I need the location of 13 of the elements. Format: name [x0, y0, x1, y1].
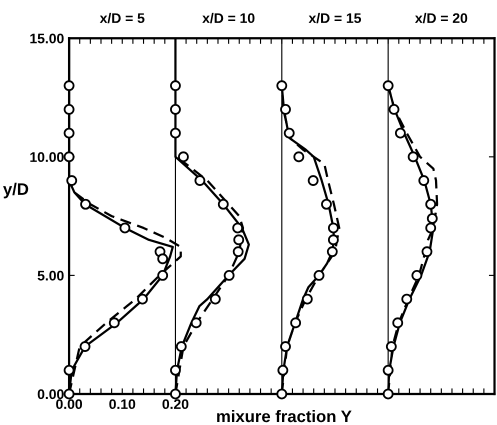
text: x/D = 5	[100, 12, 144, 24]
y-tick-label: 0.00	[38, 389, 64, 400]
y-axis-title: y/D	[3, 182, 28, 198]
x-tick-label: 0.10	[109, 399, 136, 410]
y-tick-label: 5.00	[38, 270, 64, 281]
text: x/D = 15	[308, 12, 362, 24]
x-tick-label: 0.20	[162, 399, 188, 410]
x-tick-label: 0.00	[56, 399, 82, 410]
x-axis-title: mixure fraction Y	[217, 410, 352, 422]
text: x/D = 20	[414, 12, 468, 24]
text: x/D = 10	[202, 12, 254, 24]
y-tick-label: 15.00	[30, 34, 64, 44]
y-tick-label: 10.00	[30, 152, 64, 162]
